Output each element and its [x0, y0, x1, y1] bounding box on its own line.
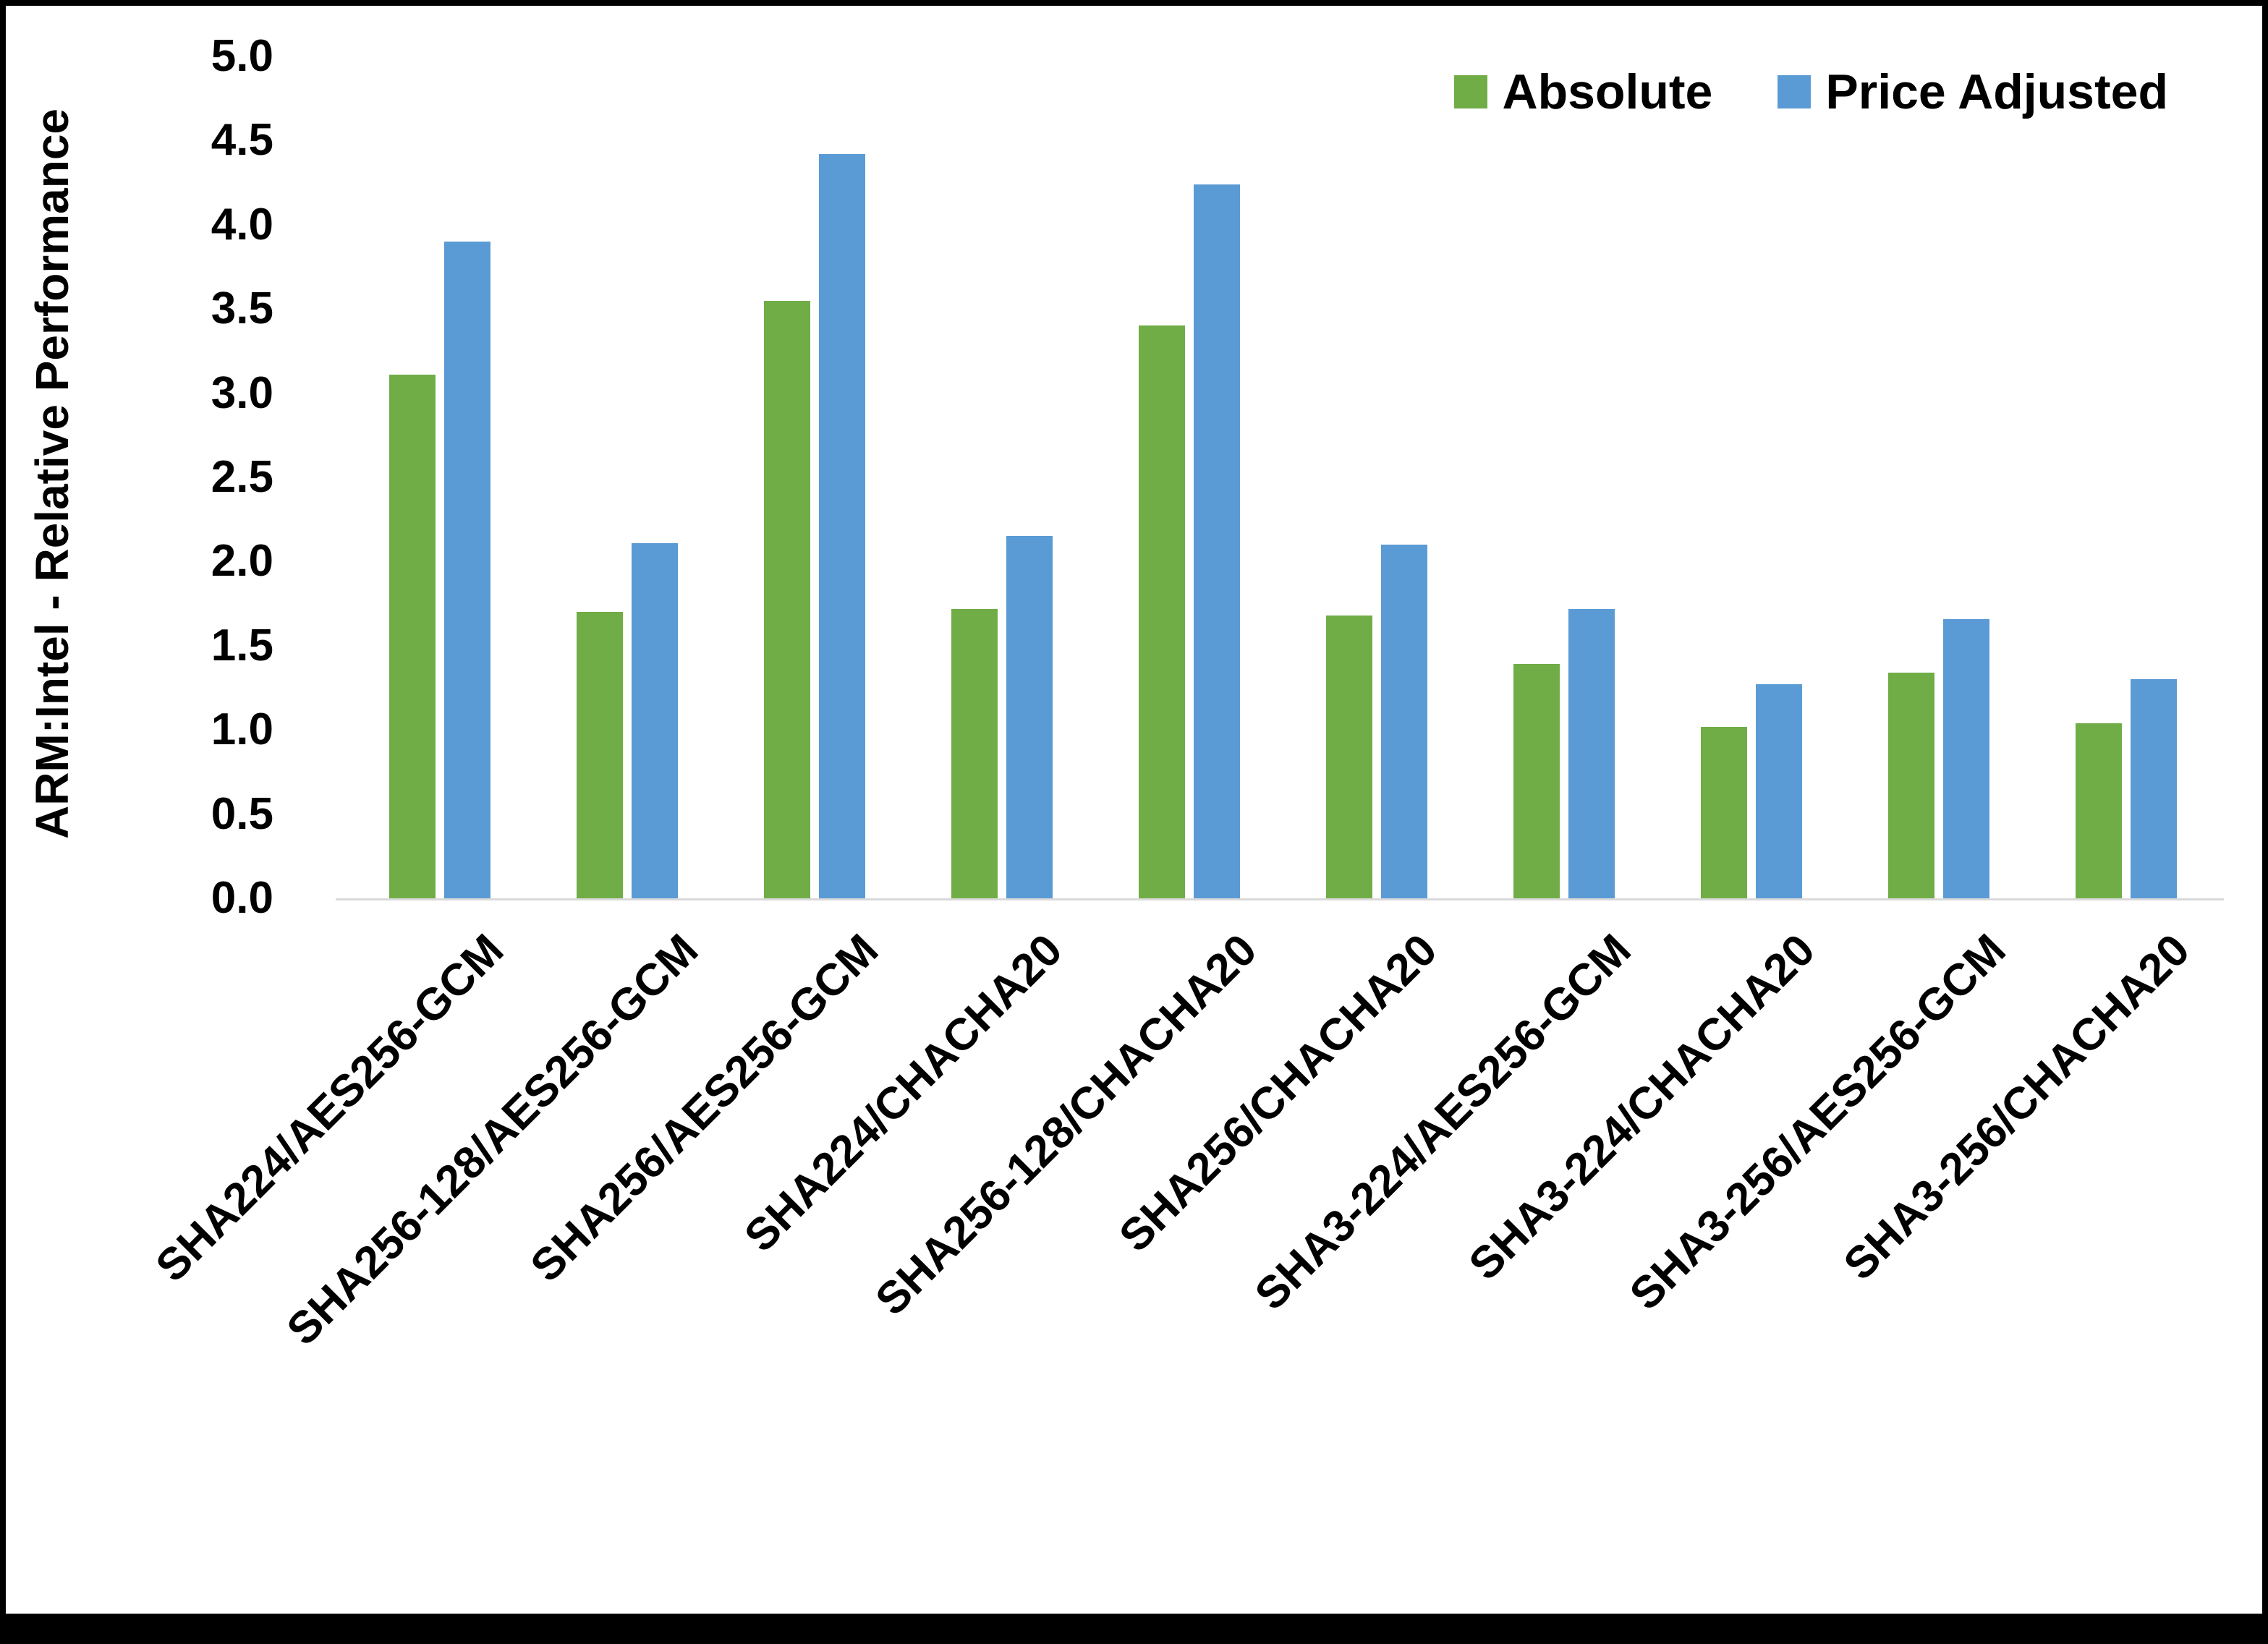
- legend-item-price-adjusted: Price Adjusted: [1778, 64, 2168, 120]
- bar-absolute: [1513, 664, 1560, 898]
- y-tick-label: 1.0: [211, 704, 273, 755]
- bar-absolute: [388, 375, 436, 898]
- x-axis-label: SHA256/AES256-GCM: [520, 924, 888, 1292]
- bar-price-adjusted: [2130, 679, 2177, 898]
- bar-group: [951, 56, 1053, 898]
- y-tick-label: 2.0: [211, 536, 273, 587]
- y-tick-label: 5.0: [211, 31, 273, 81]
- legend-swatch-absolute: [1454, 75, 1488, 108]
- bar-absolute: [1700, 726, 1747, 898]
- legend-item-absolute: Absolute: [1454, 64, 1712, 120]
- bar-price-adjusted: [818, 154, 865, 898]
- y-axis-ticks: 0.0 0.5 1.0 1.5 2.0 2.5 3.0 3.5 4.0 4.5 5.0: [6, 34, 295, 921]
- bar-absolute: [1325, 615, 1372, 898]
- bar-absolute: [763, 300, 810, 898]
- bar-group: [2075, 56, 2177, 898]
- y-tick-label: 1.5: [211, 620, 273, 670]
- bar-group: [1325, 56, 1427, 898]
- y-tick-label: 4.0: [211, 199, 273, 250]
- legend: Absolute Price Adjusted: [1454, 64, 2168, 120]
- bar-price-adjusted: [1755, 684, 1802, 898]
- bar-price-adjusted: [631, 542, 678, 898]
- legend-label-price-adjusted: Price Adjusted: [1825, 64, 2168, 119]
- bar-groups: [346, 56, 2220, 898]
- bar-price-adjusted: [1006, 536, 1053, 898]
- y-tick-label: 2.5: [211, 452, 273, 502]
- x-axis-labels: SHA224/AES256-GCM SHA256-128/AES256-GCM SH…: [146, 913, 2220, 1564]
- y-tick-label: 0.0: [211, 873, 273, 923]
- bar-group: [763, 56, 865, 898]
- axis-zero-line: [336, 898, 2224, 900]
- x-axis-label: SHA256-128/CHACHA20: [865, 924, 1267, 1325]
- bar-group: [1700, 56, 1802, 898]
- bar-group: [1138, 56, 1240, 898]
- bar-absolute: [951, 608, 998, 898]
- plot-area: [346, 56, 2220, 898]
- bar-price-adjusted: [1568, 608, 1615, 898]
- legend-swatch-price-adjusted: [1778, 75, 1812, 108]
- y-tick-label: 3.0: [211, 367, 273, 418]
- x-axis-label: SHA3-256/CHACHA20: [1834, 924, 2199, 1290]
- bar-group: [576, 56, 678, 898]
- bar-absolute: [1887, 673, 1934, 898]
- bar-price-adjusted: [1942, 618, 1989, 898]
- legend-label-absolute: Absolute: [1502, 64, 1713, 119]
- bar-group: [388, 56, 490, 898]
- x-axis-label: SHA3-256/AES256-GCM: [1620, 924, 2016, 1320]
- y-tick-label: 3.5: [211, 284, 273, 334]
- x-axis-label: SHA3-224/AES256-GCM: [1245, 924, 1641, 1320]
- x-axis-label: SHA224/AES256-GCM: [145, 924, 513, 1292]
- bar-absolute: [1138, 325, 1185, 898]
- y-tick-label: 0.5: [211, 788, 273, 839]
- y-tick-label: 4.5: [211, 115, 273, 166]
- bar-price-adjusted: [1380, 545, 1427, 898]
- bar-absolute: [2075, 723, 2122, 898]
- bar-group: [1887, 56, 1989, 898]
- bar-price-adjusted: [1193, 184, 1240, 898]
- bar-absolute: [576, 612, 623, 898]
- bar-group: [1513, 56, 1615, 898]
- x-axis-label: SHA3-224/CHACHA20: [1459, 924, 1825, 1290]
- bar-price-adjusted: [443, 242, 490, 898]
